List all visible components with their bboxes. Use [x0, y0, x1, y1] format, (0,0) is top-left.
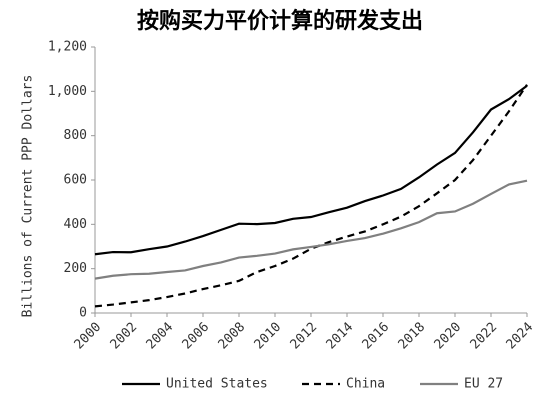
- y-tick-label: 1,000: [48, 84, 87, 99]
- x-tick-label: 2018: [396, 320, 429, 353]
- x-tick-label: 2008: [216, 320, 249, 353]
- line-series: [94, 84, 528, 256]
- x-tick-label: 2022: [468, 320, 501, 353]
- chart-title: 按购买力平价计算的研发支出: [137, 8, 423, 34]
- x-tick-label: 2020: [432, 320, 465, 353]
- y-tick-label: 400: [64, 217, 87, 232]
- x-tick-label: 2006: [180, 320, 213, 353]
- x-tick-label: 2016: [360, 320, 393, 353]
- x-tick-label: 2024: [504, 320, 537, 353]
- y-axis-label: Billions of Current PPP Dollars: [21, 75, 36, 318]
- y-tick-label: 1,200: [48, 40, 87, 55]
- legend-label: China: [346, 377, 385, 392]
- x-tick-label: 2002: [108, 320, 141, 353]
- line-series: [94, 84, 528, 308]
- legend-label: EU 27: [464, 377, 503, 392]
- x-tick-label: 2000: [72, 320, 105, 353]
- x-tick-label: 2004: [144, 320, 177, 353]
- x-tick-label: 2012: [288, 320, 321, 353]
- x-tick-label: 2010: [252, 320, 285, 353]
- legend-label: United States: [166, 377, 268, 392]
- y-tick-label: 600: [64, 173, 87, 188]
- y-tick-label: 200: [64, 261, 87, 276]
- line-series: [94, 179, 528, 280]
- x-tick-label: 2014: [324, 320, 357, 353]
- y-tick-label: 800: [64, 128, 87, 143]
- y-tick-label: 0: [79, 306, 87, 321]
